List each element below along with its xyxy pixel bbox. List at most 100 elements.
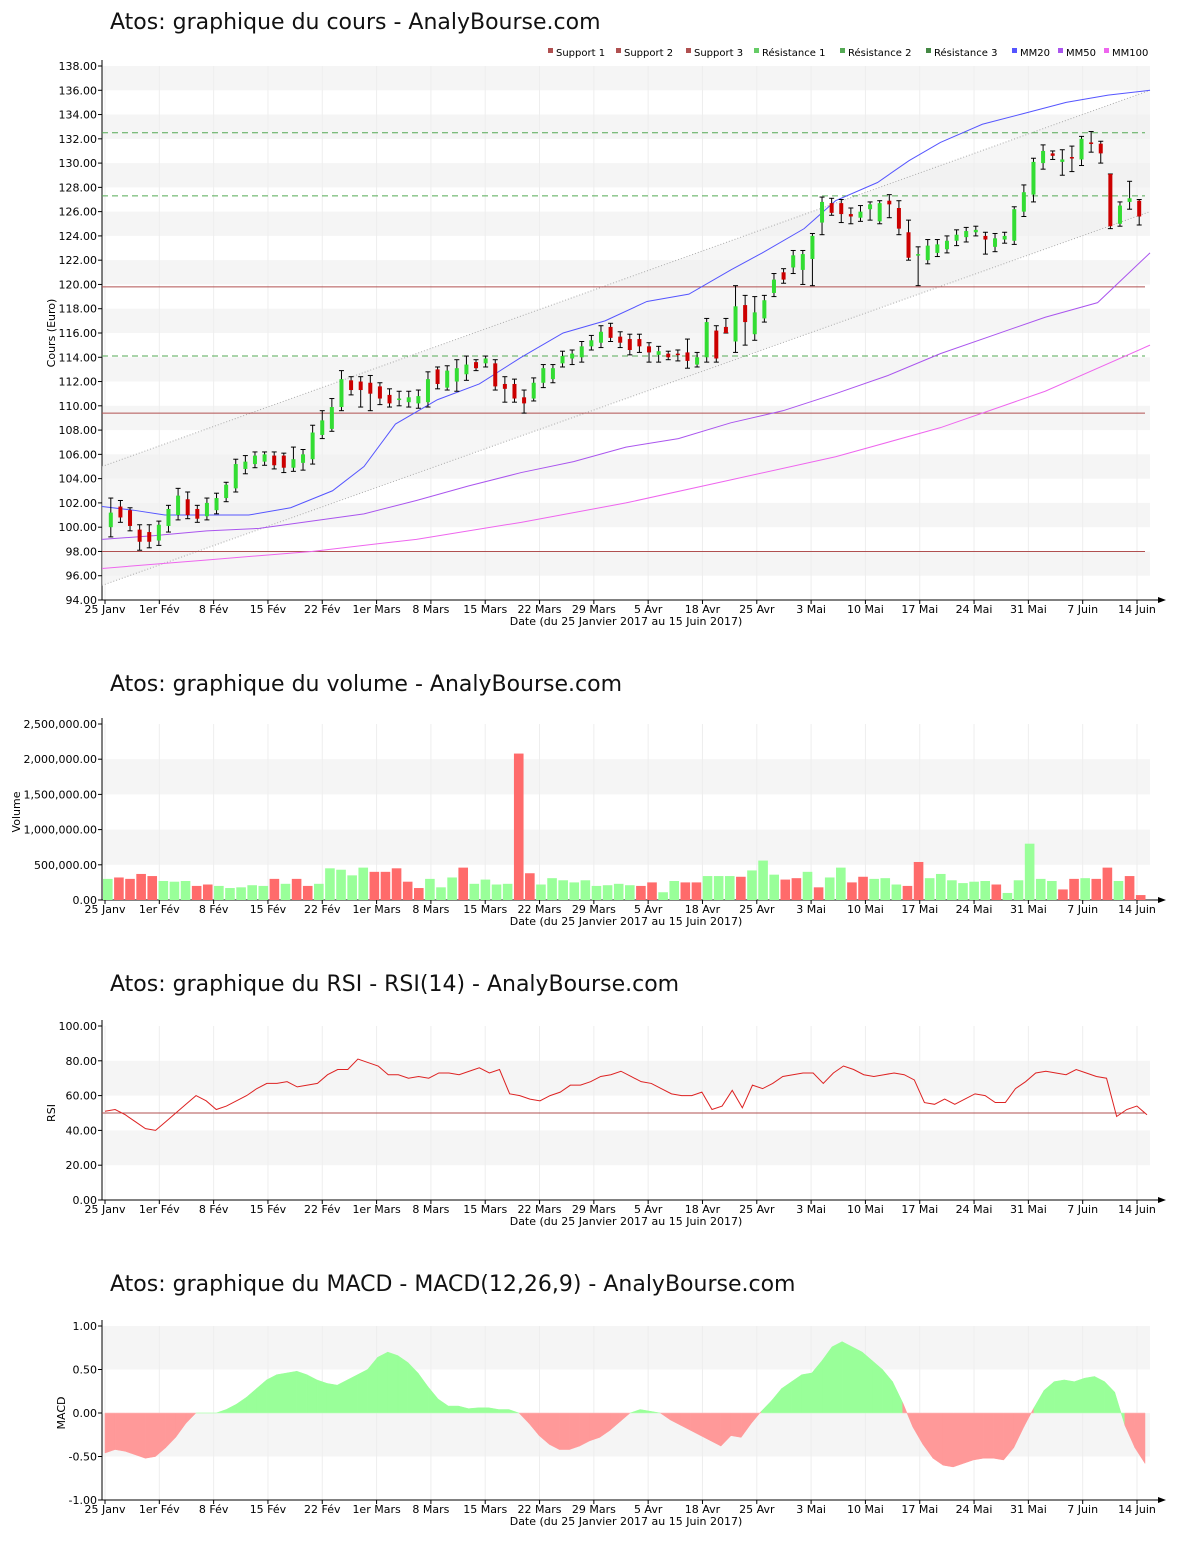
x-tick-label: 8 Mars <box>412 903 449 916</box>
macd-area-segment <box>710 1412 722 1447</box>
legend-swatch <box>548 48 553 53</box>
x-tick-label: 25 Avr <box>739 903 775 916</box>
macd-area-segment <box>872 1360 883 1414</box>
background-band <box>102 1326 1150 1370</box>
volume-bar <box>391 868 402 900</box>
volume-bar <box>913 861 924 900</box>
candle-body <box>502 383 507 389</box>
volume-bar <box>724 876 735 900</box>
volume-bar <box>658 892 668 900</box>
volume-bar <box>513 753 524 900</box>
macd-area-segment <box>437 1398 449 1414</box>
y-tick-label: 132.00 <box>59 133 98 146</box>
y-tick-label: 124.00 <box>59 230 98 243</box>
macd-area-segment <box>387 1351 399 1414</box>
candle-body <box>435 369 440 384</box>
candle-body <box>474 362 479 369</box>
macd-area-segment <box>135 1412 146 1459</box>
macd-area-segment <box>559 1412 570 1450</box>
candle-body <box>454 368 459 382</box>
candle-body <box>723 326 728 333</box>
x-tick-label: 1er Mars <box>352 1203 401 1216</box>
price-chart-title: Atos: graphique du cours - AnalyBourse.c… <box>110 10 601 35</box>
candle-body <box>156 524 161 541</box>
price-chart: 94.00 96.00 98.00 100.00 102.00 104.00 106.00 1… <box>45 47 1166 628</box>
candle-body <box>387 394 392 404</box>
macd-area-segment <box>569 1412 580 1450</box>
x-tick-label: 25 Janv <box>85 903 126 916</box>
x-tick-label: 22 Mars <box>518 1503 562 1516</box>
x-axis-title: Date (du 25 Janvier 2017 au 15 Juin 2017… <box>510 915 743 928</box>
volume-bar <box>580 880 591 900</box>
candle-body <box>1079 138 1084 160</box>
volume-bar <box>469 883 480 900</box>
macd-area-segment <box>892 1381 903 1414</box>
macd-area-segment <box>801 1372 813 1414</box>
y-tick-label: 120.00 <box>59 278 98 291</box>
y-axis-title: Volume <box>10 791 23 832</box>
candle-body <box>887 200 892 205</box>
macd-area-segment <box>1084 1376 1095 1414</box>
legend-swatch <box>686 48 691 53</box>
candle-body <box>493 363 498 387</box>
candle-body <box>464 364 469 375</box>
volume-bar <box>947 880 957 900</box>
x-tick-label: 31 Mai <box>1010 603 1047 616</box>
candle-body <box>839 203 844 215</box>
candle-body <box>1050 153 1055 156</box>
x-axis-title: Date (du 25 Janvier 2017 au 15 Juin 2017… <box>510 1515 743 1528</box>
x-tick-label: 15 Mars <box>463 1203 507 1216</box>
volume-bar <box>636 885 646 900</box>
candle-body <box>397 398 402 401</box>
volume-bar <box>369 871 380 900</box>
macd-area-segment <box>266 1374 277 1414</box>
x-tick-label: 15 Fév <box>250 603 287 616</box>
volume-bar <box>1058 889 1068 900</box>
macd-area-segment <box>589 1412 601 1442</box>
legend-label: Support 2 <box>624 48 673 59</box>
y-tick-label: 100.00 <box>59 521 98 534</box>
x-tick-label: 25 Janv <box>85 1503 126 1516</box>
macd-area-segment <box>306 1374 318 1414</box>
macd-area-segment <box>771 1387 782 1414</box>
trend-channel <box>102 90 1150 586</box>
volume-bar <box>491 884 502 900</box>
background-band <box>102 1060 1150 1096</box>
macd-area-segment <box>1104 1381 1115 1414</box>
candle-body <box>1089 142 1094 144</box>
macd-area-segment <box>649 1410 661 1414</box>
x-tick-label: 7 Juin <box>1067 903 1098 916</box>
volume-bar <box>1047 880 1057 900</box>
candle-body <box>896 207 901 229</box>
y-axis-title: Cours (Euro) <box>45 299 58 368</box>
volume-chart-title: Atos: graphique du volume - AnalyBourse.… <box>110 672 623 697</box>
candle-body <box>733 306 738 342</box>
macd-area-segment <box>296 1370 308 1414</box>
volume-bar <box>713 876 724 900</box>
moving-average-mm100 <box>101 344 1151 569</box>
macd-area-segment <box>448 1405 459 1414</box>
volume-bar <box>869 878 879 900</box>
candle-body <box>185 499 190 516</box>
macd-area-segment <box>841 1341 853 1414</box>
candle-body <box>416 396 421 404</box>
candle-body <box>425 379 430 403</box>
y-tick-label: 106.00 <box>59 448 98 461</box>
y-tick-label: 20.00 <box>66 1159 98 1172</box>
y-tick-label: 40.00 <box>66 1124 98 1137</box>
candle-body <box>262 454 267 462</box>
volume-bar <box>980 880 991 900</box>
volume-bar <box>969 881 979 900</box>
volume-bar <box>780 879 791 900</box>
candle-body <box>935 244 940 253</box>
candle-body <box>810 235 815 259</box>
volume-bar <box>202 884 213 900</box>
candle-body <box>868 204 873 210</box>
candle-body <box>993 238 998 247</box>
candle-body <box>829 203 834 213</box>
macd-area-segment <box>508 1409 520 1414</box>
background-band <box>102 551 1150 576</box>
x-tick-label: 29 Mars <box>572 603 616 616</box>
x-tick-label: 3 Mai <box>796 1203 826 1216</box>
volume-bar <box>536 884 546 900</box>
